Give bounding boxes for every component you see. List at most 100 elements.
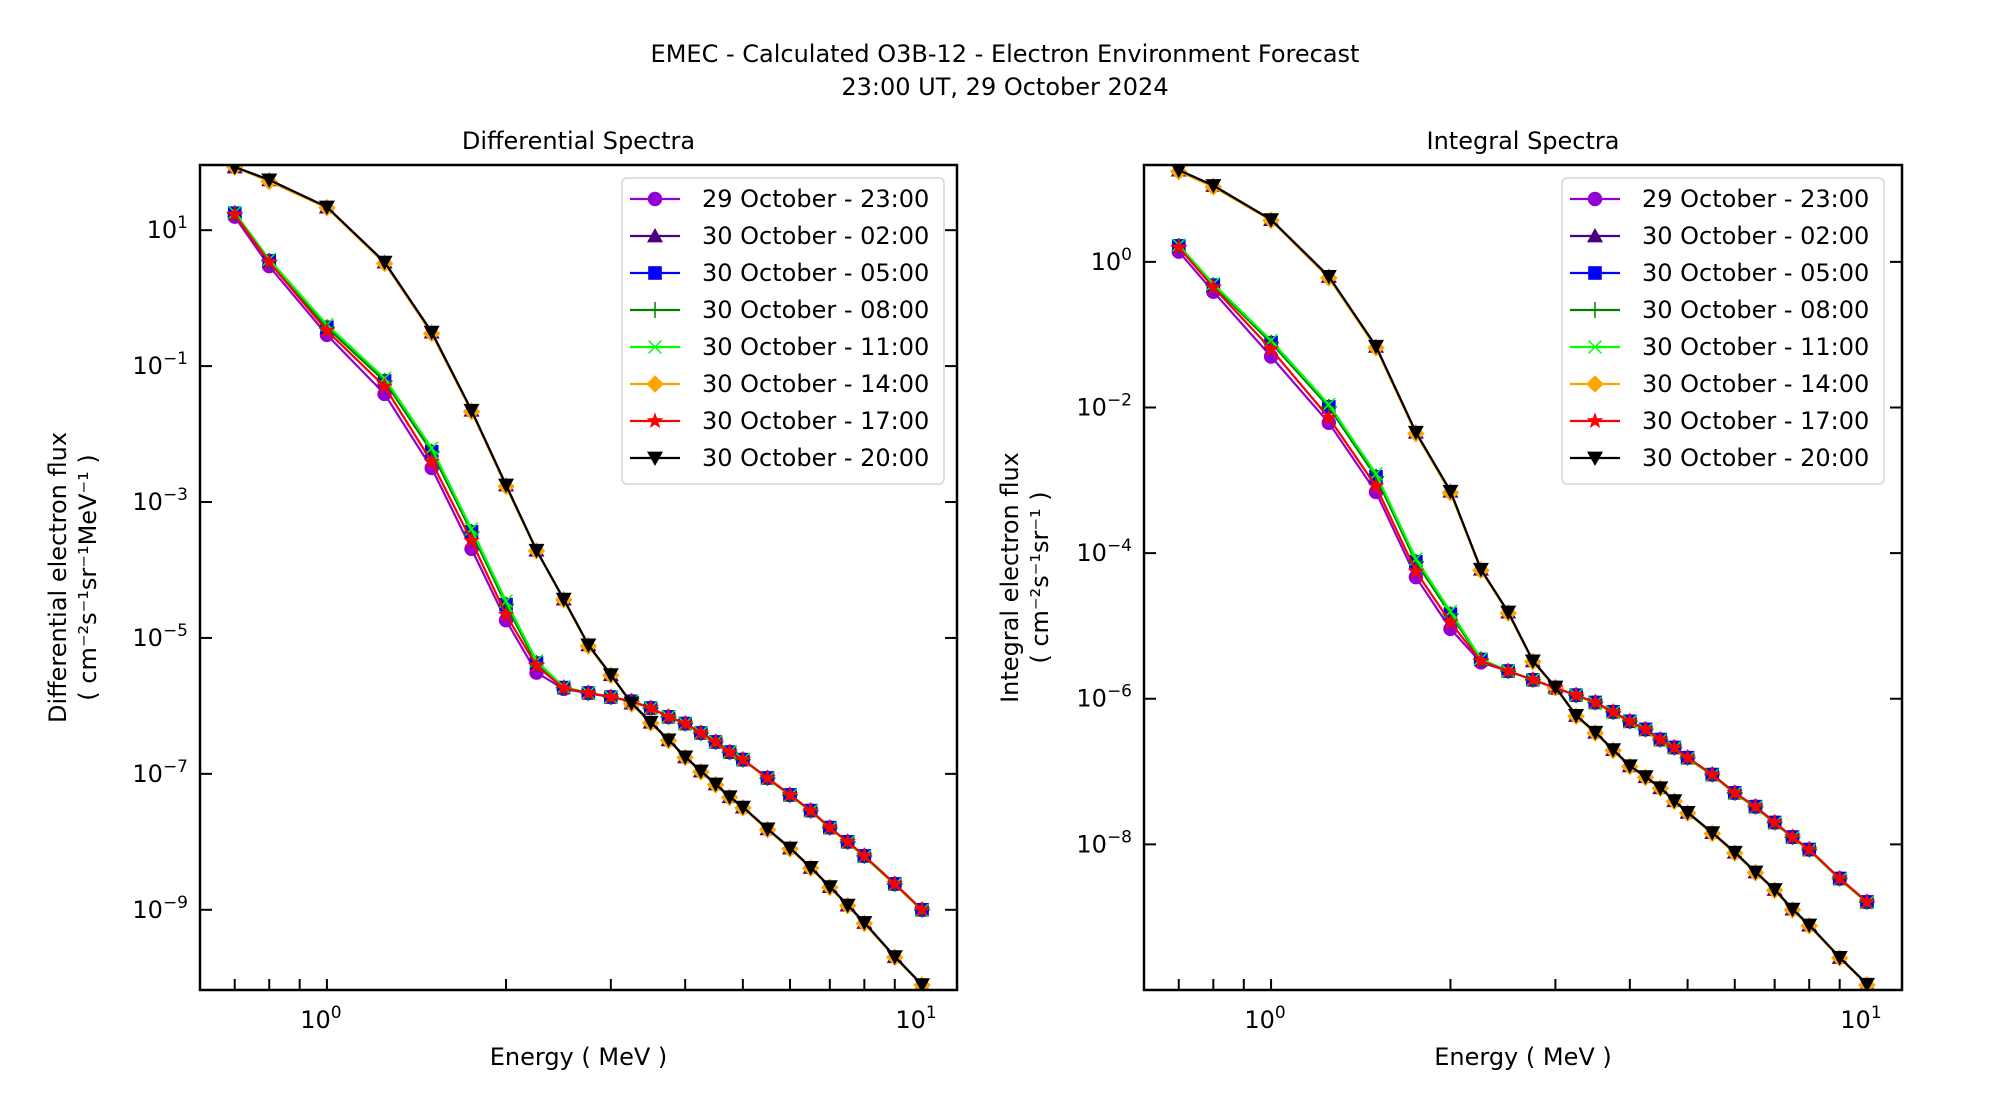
data-point: [226, 205, 244, 222]
y-tick-label: 10−3: [132, 485, 188, 516]
y-tick-exponent: 0: [1121, 245, 1132, 265]
data-point: [1368, 339, 1385, 355]
data-point: [660, 733, 677, 748]
data-point: [1666, 794, 1683, 809]
data-point: [580, 684, 597, 701]
y-tick-base: 10: [132, 624, 163, 652]
data-point: [692, 764, 709, 780]
data-point: [376, 377, 393, 394]
legend-marker-plus-icon: [1587, 302, 1603, 318]
data-point: [1547, 680, 1564, 695]
data-point: [1652, 781, 1669, 796]
data-point: [1704, 826, 1721, 841]
y-tick-base: 10: [1076, 685, 1107, 713]
data-point: [707, 733, 724, 749]
y-tick-base: 10: [132, 352, 163, 380]
y-tick-label: 101: [147, 213, 188, 244]
data-point: [1766, 813, 1783, 830]
data-point: [528, 543, 545, 559]
y-tick-exponent: −6: [1107, 682, 1132, 702]
y-tick-base: 10: [132, 488, 163, 516]
data-point: [642, 699, 659, 716]
data-point: [802, 801, 819, 818]
data-point: [677, 750, 694, 765]
data-point: [1567, 686, 1585, 703]
legend-entry: 30 October - 05:00: [630, 259, 929, 287]
legend-entry: 30 October - 20:00: [1570, 444, 1869, 472]
legend-label: 30 October - 11:00: [702, 333, 929, 361]
legend-marker-x-icon: [648, 340, 662, 354]
legend-label: 30 October - 14:00: [1642, 370, 1869, 398]
data-point: [821, 818, 839, 835]
legend-marker-star-icon: [1586, 412, 1604, 429]
data-point: [913, 901, 931, 917]
x-tick-exponent: 0: [331, 1003, 342, 1023]
data-point: [1665, 738, 1683, 755]
chart-title: Integral Spectra: [1427, 127, 1620, 155]
data-point: [602, 688, 620, 705]
legend-marker-square-icon: [648, 266, 662, 280]
y-tick-exponent: −8: [1107, 827, 1132, 847]
data-point: [707, 777, 724, 792]
y-tick-base: 10: [132, 760, 163, 788]
legend-entry: 30 October - 17:00: [1570, 407, 1869, 435]
y-tick-exponent: −4: [1107, 536, 1132, 556]
y-tick-label: 100: [1091, 245, 1132, 276]
data-point: [1500, 605, 1517, 621]
legend-entry: 30 October - 17:00: [630, 407, 929, 435]
x-tick-exponent: 0: [1275, 1003, 1286, 1023]
data-point: [1472, 652, 1490, 668]
legend-label: 30 October - 02:00: [702, 222, 929, 250]
data-point: [759, 769, 776, 786]
legend-label: 30 October - 17:00: [702, 407, 929, 435]
y-tick-base: 10: [1076, 539, 1107, 567]
data-point: [1831, 869, 1849, 886]
legend: 29 October - 23:00 30 October - 02:00 30 O…: [621, 177, 945, 485]
data-point: [759, 822, 776, 837]
data-point: [497, 606, 515, 622]
legend-marker-triangle-up-icon: [647, 228, 663, 243]
legend-entry: 30 October - 02:00: [1570, 222, 1869, 250]
y-tick-base: 10: [1076, 393, 1107, 421]
data-point: [1407, 425, 1424, 441]
data-point: [734, 800, 751, 816]
legend-label: 30 October - 08:00: [702, 296, 929, 324]
data-point: [1442, 484, 1459, 500]
x-tick-label: 100: [300, 1003, 341, 1034]
legend-marker-plus-icon: [647, 302, 663, 318]
data-point: [423, 453, 441, 469]
data-point: [580, 638, 597, 653]
data-point: [1831, 951, 1848, 966]
data-point: [555, 679, 573, 696]
legend-marker-square-icon: [1588, 266, 1602, 280]
legend-entry: 30 October - 11:00: [1570, 333, 1869, 361]
data-point: [528, 657, 545, 673]
y-tick-base: 10: [132, 896, 163, 924]
data-point: [1679, 748, 1696, 765]
data-point: [721, 790, 738, 805]
data-point: [1621, 712, 1639, 729]
data-point: [1170, 238, 1188, 255]
legend-entry: 29 October - 23:00: [630, 185, 929, 213]
data-point: [260, 253, 278, 270]
y-axis-label-line2: ( cm⁻²s⁻¹sr⁻¹ ): [1026, 491, 1054, 663]
y-tick-base: 10: [1076, 830, 1107, 858]
y-tick-exponent: 1: [177, 213, 188, 233]
data-point: [1651, 730, 1669, 747]
data-point: [802, 861, 819, 876]
legend-label: 30 October - 05:00: [1642, 259, 1869, 287]
data-point: [424, 441, 439, 456]
legend-entry: 30 October - 20:00: [630, 444, 929, 472]
figure-suptitle-line2: 23:00 UT, 29 October 2024: [841, 73, 1169, 101]
data-point: [1784, 902, 1801, 918]
legend-entry: 30 October - 08:00: [1570, 296, 1869, 324]
legend-marker-x-icon: [1588, 340, 1602, 354]
data-point: [1766, 883, 1783, 898]
y-tick-label: 10−8: [1076, 827, 1132, 858]
data-point: [734, 750, 752, 767]
legend-entry: 30 October - 11:00: [630, 333, 929, 361]
y-tick-exponent: −5: [163, 621, 188, 641]
y-tick-label: 10−1: [132, 349, 188, 380]
